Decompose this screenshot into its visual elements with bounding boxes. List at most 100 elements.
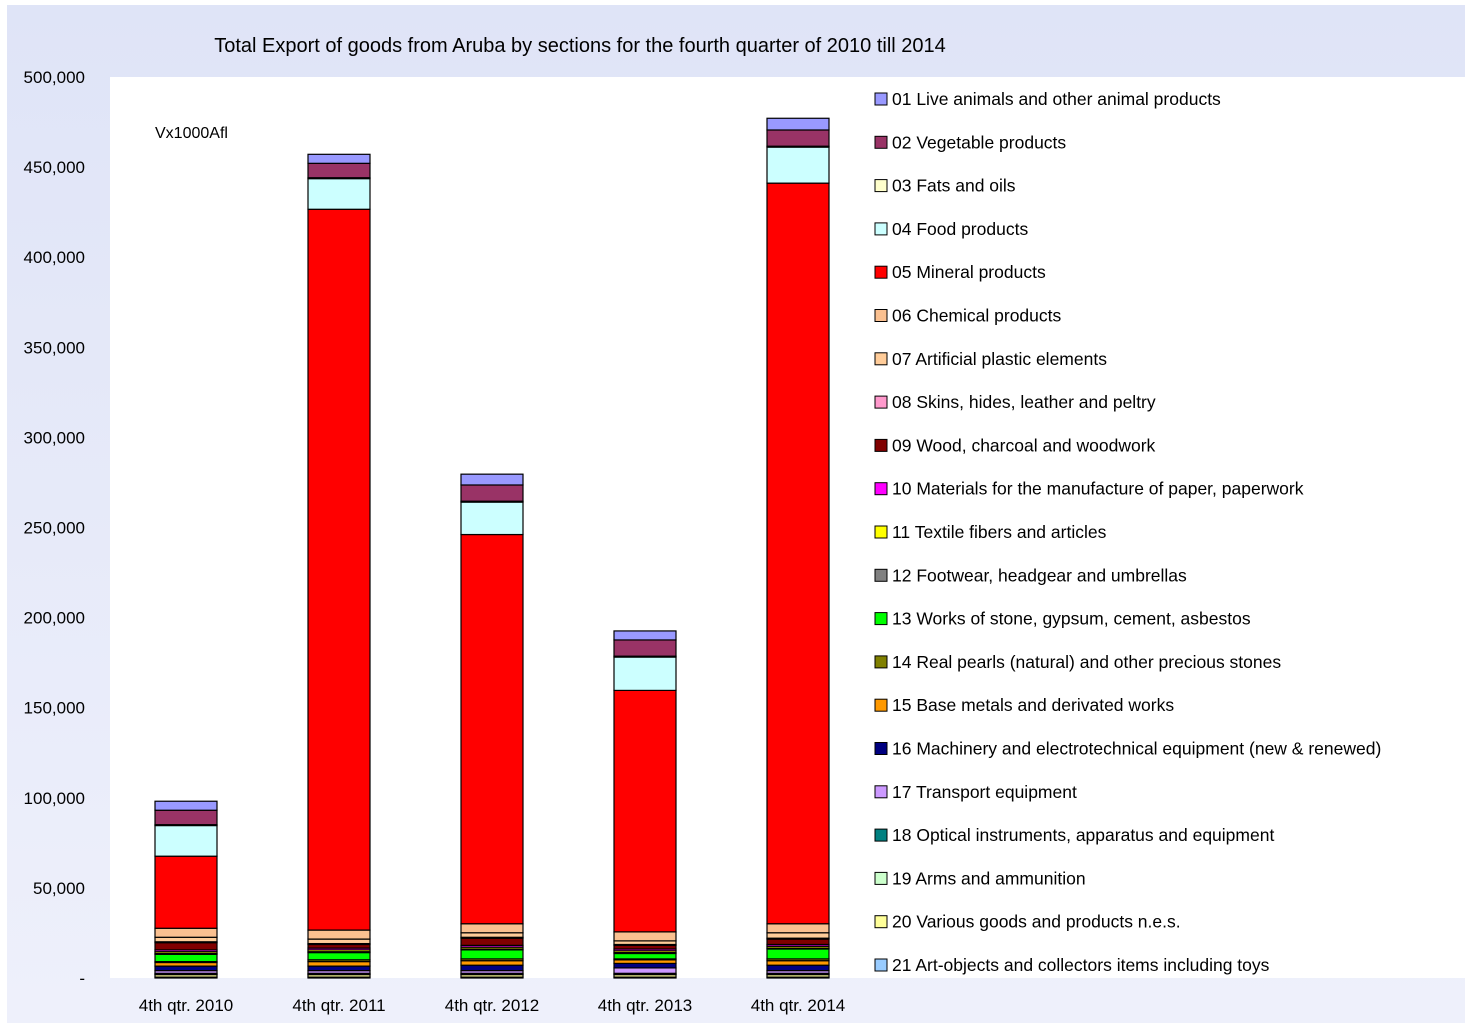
bar-segment — [307, 951, 371, 961]
bar-segment — [154, 824, 218, 857]
bar-segment — [613, 962, 677, 969]
y-tick-label: 100,000 — [24, 789, 85, 808]
bar-segment — [613, 967, 677, 974]
bar-segment — [154, 809, 218, 826]
bar-segment — [766, 146, 830, 184]
legend-swatch — [874, 698, 888, 712]
legend-label: 08 Skins, hides, leather and peltry — [892, 392, 1156, 412]
x-tick-label: 4th qtr. 2013 — [598, 996, 693, 1015]
legend-swatch — [874, 179, 888, 193]
bar-segment — [307, 208, 371, 931]
chart-title: Total Export of goods from Aruba by sect… — [214, 35, 946, 57]
legend: 01 Live animals and other animal product… — [874, 89, 1381, 975]
bar-segment — [460, 533, 524, 925]
bar-segment — [307, 961, 371, 967]
legend-swatch — [874, 828, 888, 842]
x-tick-label: 4th qtr. 2014 — [751, 996, 846, 1015]
x-tick-label: 4th qtr. 2012 — [445, 996, 540, 1015]
legend-label: 14 Real pearls (natural) and other preci… — [892, 652, 1281, 672]
legend-label: 07 Artificial plastic elements — [892, 349, 1107, 369]
bar-segment — [766, 923, 830, 934]
bar-segment — [766, 964, 830, 972]
legend-label: 01 Live animals and other animal product… — [892, 89, 1221, 109]
legend-label: 03 Fats and oils — [892, 176, 1016, 196]
bar-segment — [307, 178, 371, 210]
legend-label: 16 Machinery and electrotechnical equipm… — [892, 739, 1381, 759]
y-tick-label: - — [79, 969, 85, 988]
y-tick-label: 200,000 — [24, 609, 85, 628]
bar-segment — [460, 964, 524, 972]
bar-segment — [154, 953, 218, 963]
legend-swatch — [874, 871, 888, 885]
y-tick-label: 50,000 — [33, 879, 85, 898]
bar-segment — [460, 923, 524, 934]
bar-segment — [460, 949, 524, 960]
legend-label: 21 Art-objects and collectors items incl… — [892, 955, 1270, 975]
y-axis-ticks: - 50,000 100,000 150,000 200,000 250,000 300,0… — [24, 68, 85, 988]
bar-segment — [460, 932, 524, 938]
bar-segment — [766, 938, 830, 946]
legend-swatch — [874, 958, 888, 972]
legend-swatch — [874, 438, 888, 452]
bar-segment — [613, 630, 677, 641]
legend-label: 18 Optical instruments, apparatus and eq… — [892, 825, 1274, 845]
bar-segment — [460, 501, 524, 536]
x-tick-label: 4th qtr. 2010 — [139, 996, 234, 1015]
legend-swatch — [874, 352, 888, 366]
bar-segment — [307, 938, 371, 945]
bar-segment — [613, 689, 677, 933]
legend-label: 17 Transport equipment — [892, 782, 1077, 802]
legend-swatch — [874, 612, 888, 626]
bar-segment — [460, 473, 524, 486]
y-tick-label: 350,000 — [24, 338, 85, 357]
bar-segment — [460, 960, 524, 966]
bar-segment — [613, 656, 677, 692]
y-tick-label: 500,000 — [24, 68, 85, 87]
legend-label: 06 Chemical products — [892, 306, 1061, 326]
legend-swatch — [874, 525, 888, 539]
legend-label: 12 Footwear, headgear and umbrellas — [892, 565, 1187, 585]
legend-swatch — [874, 785, 888, 799]
bar-segment — [460, 484, 524, 502]
legend-label: 15 Base metals and derivated works — [892, 695, 1174, 715]
legend-swatch — [874, 655, 888, 669]
bar-segment — [766, 960, 830, 966]
bars-group — [154, 117, 830, 979]
legend-label: 11 Textile fibers and articles — [892, 522, 1107, 542]
bar-segment — [154, 927, 218, 938]
legend-label: 13 Works of stone, gypsum, cement, asbes… — [892, 609, 1251, 629]
bar-segment — [307, 929, 371, 940]
legend-swatch — [874, 482, 888, 496]
bar-segment — [154, 800, 218, 811]
legend-label: 19 Arms and ammunition — [892, 868, 1086, 888]
bar-segment — [154, 855, 218, 929]
legend-swatch — [874, 222, 888, 236]
bar-segment — [766, 129, 830, 147]
bar-segment — [766, 182, 830, 925]
legend-label: 20 Various goods and products n.e.s. — [892, 912, 1181, 932]
y-tick-label: 450,000 — [24, 158, 85, 177]
bar-segment — [154, 936, 218, 943]
legend-label: 02 Vegetable products — [892, 132, 1066, 152]
bar-segment — [154, 942, 218, 951]
legend-label: 05 Mineral products — [892, 262, 1046, 282]
bar-segment — [613, 952, 677, 960]
bar-segment — [613, 931, 677, 942]
bar-segment — [766, 932, 830, 939]
unit-label: Vx1000Afl — [155, 125, 228, 142]
legend-swatch — [874, 135, 888, 149]
bar-segment — [307, 153, 371, 164]
legend-swatch — [874, 395, 888, 409]
legend-label: 10 Materials for the manufacture of pape… — [892, 479, 1304, 499]
bar-segment — [613, 639, 677, 657]
bar-segment — [766, 117, 830, 131]
legend-swatch — [874, 742, 888, 755]
y-tick-label: 300,000 — [24, 428, 85, 447]
legend-swatch — [874, 265, 888, 279]
x-tick-label: 4th qtr. 2011 — [292, 996, 385, 1015]
legend-swatch — [874, 568, 888, 582]
bar-segment — [460, 937, 524, 946]
legend-swatch — [874, 915, 888, 929]
bar-segment — [307, 162, 371, 179]
